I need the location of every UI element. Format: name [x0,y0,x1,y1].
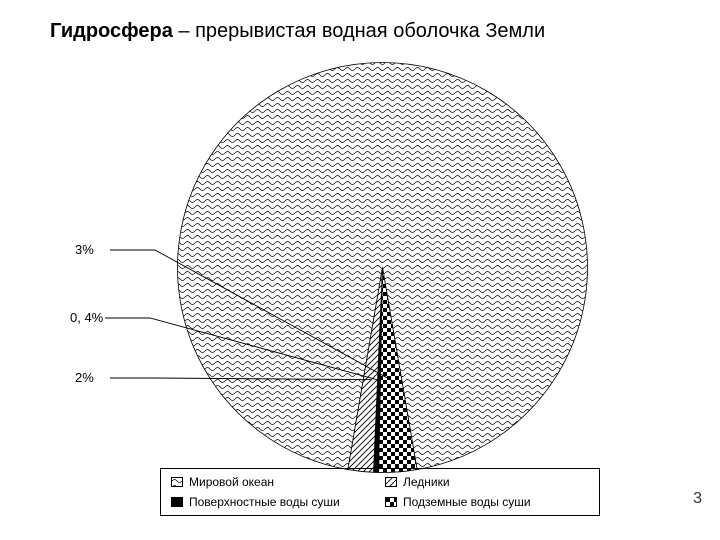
title-bold: Гидросфера [50,20,173,42]
legend-label: Подземные воды суши [403,495,531,509]
legend-item-glaciers: Ледники [385,475,589,489]
title-rest: – прерывистая водная оболочка Земли [173,20,545,42]
page-number: 3 [693,490,702,508]
legend-label: Ледники [403,475,450,489]
legend-item-ocean: Мировой океан [171,475,375,489]
legend-label: Поверхностные воды суши [189,495,340,509]
swatch-hatch [385,477,397,487]
callout-label: 3% [75,242,94,257]
swatch-wave [171,477,183,487]
legend-item-surface: Поверхностные воды суши [171,495,375,509]
swatch-dots [385,497,397,507]
page-title: Гидросфера – прерывистая водная оболочка… [50,20,545,43]
pie-chart [175,60,590,475]
callout-label: 0, 4% [70,310,103,325]
swatch-solid [171,497,183,507]
legend-item-underground: Подземные воды суши [385,495,589,509]
legend: Мировой океан Ледники Поверхностные воды… [160,468,600,516]
callout-label: 2% [75,370,94,385]
legend-label: Мировой океан [189,475,274,489]
